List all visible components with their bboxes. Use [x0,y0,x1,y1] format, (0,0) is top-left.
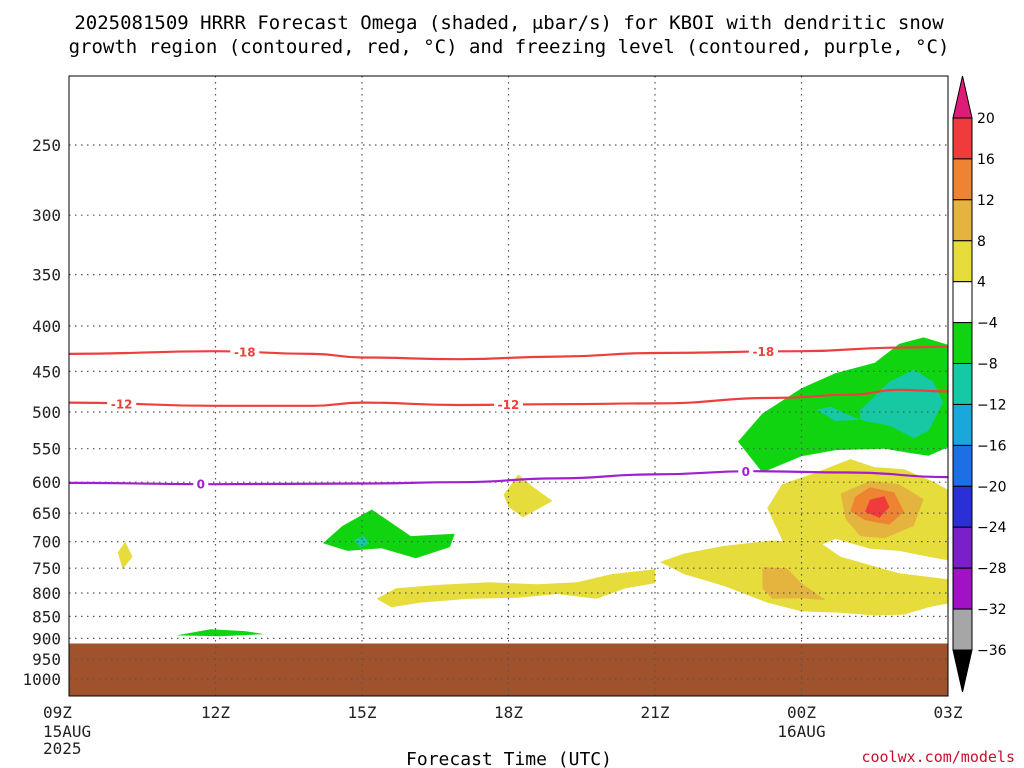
omega-region-9 [322,509,455,559]
y-tick-label: 650 [32,504,61,523]
colorbar-label: 12 [977,193,995,209]
y-tick-label: 900 [32,629,61,648]
colorbar-label: −16 [977,438,1007,454]
colorbar-label: −24 [977,520,1007,536]
x-tick-label: 15Z [348,703,377,722]
colorbar: 20 16 12 8 4 −4 −8 −12 −16 −20 −24 −28 −32 −36 [952,75,1007,693]
omega-region-6 [865,496,890,518]
colorbar-top-triangle [952,75,973,119]
y-tick-label: 850 [32,607,61,626]
y-tick-label: 500 [32,403,61,422]
y-tick-label: 950 [32,650,61,669]
omega-region-10 [354,536,370,548]
colorbar-bin [952,526,973,569]
y-tick-label: 700 [32,533,61,552]
contour-line [68,388,949,407]
colorbar-label: 16 [977,152,995,168]
omega-region-2 [816,369,944,439]
colorbar-label: −12 [977,398,1007,414]
colorbar-bin [952,485,973,528]
plot-area: -18 -18 -12 -12 0 0 [68,75,949,697]
x-tick-label: 18Z [494,703,523,722]
colorbar-bin [952,240,973,283]
omega-shading [117,337,948,637]
y-tick-label: 800 [32,584,61,603]
y-axis-ticks: 250 300 350 400 450 500 550 600 650 700 750 800 850 9… [22,136,61,689]
colorbar-bin [952,567,973,610]
x-tick-sublabel: 15AUG [43,722,91,741]
colorbar-bin [952,158,973,201]
y-tick-label: 1000 [22,670,61,689]
omega-region-14 [176,629,265,637]
colorbar-label: −8 [977,357,998,373]
plot-frame [68,75,949,697]
x-tick-label: 03Z [934,703,963,722]
colorbar-label: −20 [977,479,1007,495]
colorbar-label: −32 [977,602,1007,618]
colorbar-bin [952,117,973,160]
omega-region-12 [503,474,553,518]
y-tick-label: 300 [32,206,61,225]
y-tick-label: 350 [32,266,61,285]
contour-label-bg [230,345,260,359]
contour-label-bg [748,344,778,359]
chart-title-line-2: growth region (contoured, red, °C) and f… [69,36,950,58]
contour-label-bg [494,397,523,412]
contour-label: 0 [197,478,205,492]
colorbar-label: 4 [977,275,986,291]
y-tick-label: 450 [32,362,61,381]
x-axis-label: Forecast Time (UTC) [406,749,612,768]
x-tick-sublabel: 16AUG [777,722,825,741]
colorbar-bin [952,281,973,324]
contour-label: -18 [753,345,775,359]
y-tick-label: 400 [32,317,61,336]
colorbar-bin [952,199,973,242]
contour-label-bg [738,464,754,479]
colorbar-bin [952,608,973,651]
y-tick-label: 750 [32,559,61,578]
y-tick-label: 250 [32,136,61,155]
colorbar-bottom-triangle [952,649,973,693]
contour-label: -12 [111,397,133,411]
colorbar-label: −4 [977,316,998,332]
colorbar-label: 8 [977,234,986,250]
omega-region-7 [659,540,948,616]
contour-line [68,470,949,486]
colorbar-label: −36 [977,643,1007,659]
chart-title-line-1: 2025081509 HRRR Forecast Omega (shaded, … [74,12,944,34]
contour-label-bg [107,396,137,411]
contour-label-bg [193,477,209,491]
omega-region-13 [376,569,655,608]
colorbar-bin [952,404,973,446]
colorbar-bin [952,444,973,487]
omega-region-8 [762,567,826,601]
x-tick-sublabel: 2025 [43,739,82,758]
colorbar-label: −28 [977,561,1007,577]
contour-label: -18 [234,346,256,360]
x-tick-label: 00Z [787,703,816,722]
contour-label: 0 [742,465,750,479]
y-tick-label: 600 [32,473,61,492]
x-tick-label: 12Z [201,703,230,722]
omega-region-11 [117,541,133,570]
colorbar-bin [952,363,973,405]
y-tick-label: 550 [32,440,61,459]
x-tick-label: 09Z [43,703,72,722]
grid-lines [69,76,948,696]
contour-label: -12 [498,398,520,412]
colorbar-bin [952,322,973,365]
temperature-contours: -18 -18 -12 -12 0 0 [68,344,949,492]
omega-region-1 [738,337,948,473]
credit-link[interactable]: coolwx.com/models [861,748,1015,766]
x-tick-label: 21Z [641,703,670,722]
colorbar-label: 20 [977,111,995,127]
